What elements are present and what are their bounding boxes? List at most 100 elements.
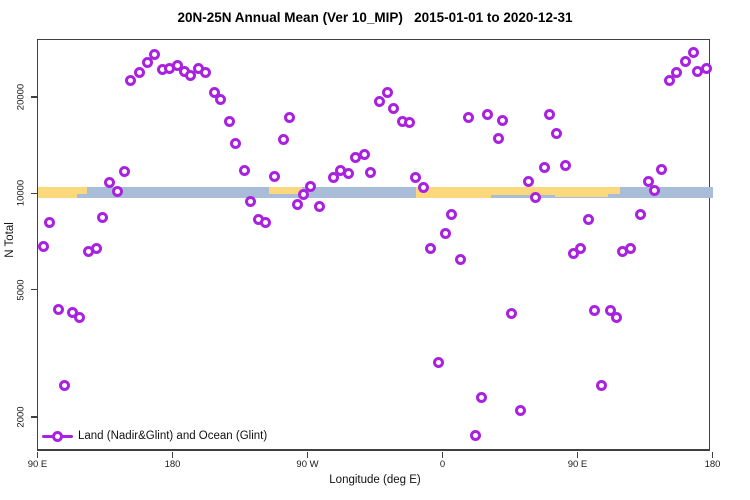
data-point — [291, 199, 303, 211]
data-point — [543, 109, 555, 121]
data-point — [200, 67, 211, 79]
x-tick-label: 180 — [704, 459, 721, 470]
data-point — [104, 177, 115, 189]
x-tick-mark — [441, 452, 444, 458]
x-tick-label: 90 W — [296, 459, 319, 470]
data-point — [635, 208, 646, 220]
land-band-segment — [607, 186, 620, 194]
data-point — [141, 56, 153, 68]
data-point — [230, 138, 241, 150]
data-point — [701, 62, 712, 74]
data-point — [245, 196, 256, 208]
data-point — [588, 305, 600, 317]
data-point — [539, 162, 550, 174]
legend-label: Land (Nadir&Glint) and Ocean (Glint) — [78, 430, 268, 442]
land-band-segment — [490, 186, 515, 196]
y-tick-mark — [31, 192, 37, 195]
data-point — [530, 192, 541, 204]
data-point — [440, 227, 451, 239]
data-point — [269, 170, 280, 182]
land-band-segment — [268, 186, 302, 195]
land-band-segment — [555, 186, 608, 198]
data-point — [560, 160, 571, 172]
data-point — [44, 217, 55, 229]
data-point — [417, 182, 429, 194]
data-point — [596, 380, 607, 392]
data-point — [38, 241, 49, 253]
x-tick-mark — [171, 452, 174, 458]
y-tick-mark — [31, 288, 37, 291]
data-point — [185, 69, 196, 81]
data-point — [470, 430, 481, 442]
data-point — [59, 380, 70, 392]
data-point — [239, 164, 250, 176]
data-point — [671, 66, 682, 78]
data-point — [335, 164, 346, 176]
y-tick-mark — [31, 416, 37, 418]
data-point — [432, 357, 444, 369]
land-band-segment — [37, 186, 77, 199]
land-band-segment — [514, 186, 555, 195]
data-point — [582, 213, 594, 225]
data-point — [425, 243, 436, 255]
data-point — [327, 172, 339, 184]
data-point — [83, 245, 94, 257]
data-point — [314, 200, 325, 212]
data-point — [656, 163, 667, 175]
y-tick-label: 2000 — [15, 406, 27, 428]
x-tick-mark — [711, 452, 714, 458]
x-tick-mark — [576, 452, 579, 458]
data-point — [381, 86, 393, 98]
y-tick-label: 10000 — [15, 180, 27, 207]
data-point — [642, 175, 654, 187]
data-point — [410, 172, 421, 184]
data-point — [648, 185, 660, 197]
data-point — [350, 152, 361, 164]
y-axis-title: N Total — [4, 222, 16, 258]
x-tick-mark — [36, 452, 39, 458]
land-band-segment — [415, 186, 491, 199]
data-point — [455, 254, 466, 266]
data-point — [365, 167, 376, 179]
data-point — [149, 48, 160, 60]
chart-title: 20N-25N Annual Mean (Ver 10_MIP) 2015-01… — [177, 10, 573, 25]
data-point — [462, 111, 474, 123]
data-point — [404, 116, 415, 128]
data-point — [611, 311, 622, 323]
x-axis-title: Longitude (deg E) — [329, 474, 421, 486]
data-point — [284, 111, 295, 123]
data-point — [446, 208, 457, 220]
data-point — [134, 66, 145, 78]
y-tick-label: 20000 — [15, 83, 27, 111]
x-tick-label: 90 E — [27, 459, 48, 470]
x-tick-label: 0 — [439, 459, 446, 470]
data-point — [74, 311, 85, 323]
data-point — [506, 308, 517, 320]
data-point — [96, 212, 108, 224]
data-point — [119, 166, 130, 177]
data-point — [687, 47, 699, 59]
data-point — [663, 74, 675, 86]
data-point — [567, 247, 579, 259]
x-tick-label: 90 E — [567, 459, 588, 470]
data-point — [617, 245, 628, 257]
data-point — [476, 392, 487, 404]
land-band-segment — [76, 186, 87, 194]
y-tick-label: 5000 — [15, 279, 27, 301]
data-point — [680, 55, 691, 67]
data-point — [260, 217, 271, 229]
legend-marker-icon — [51, 431, 63, 442]
data-point — [515, 404, 526, 416]
x-tick-label: 180 — [164, 459, 181, 470]
y-tick-mark — [31, 96, 37, 98]
data-point — [497, 114, 508, 126]
data-point — [53, 303, 64, 315]
data-point — [215, 93, 226, 105]
data-point — [305, 181, 316, 193]
data-point — [297, 189, 309, 201]
data-point — [224, 115, 235, 127]
data-point — [111, 186, 123, 198]
data-point — [492, 133, 504, 145]
data-point — [387, 103, 399, 115]
